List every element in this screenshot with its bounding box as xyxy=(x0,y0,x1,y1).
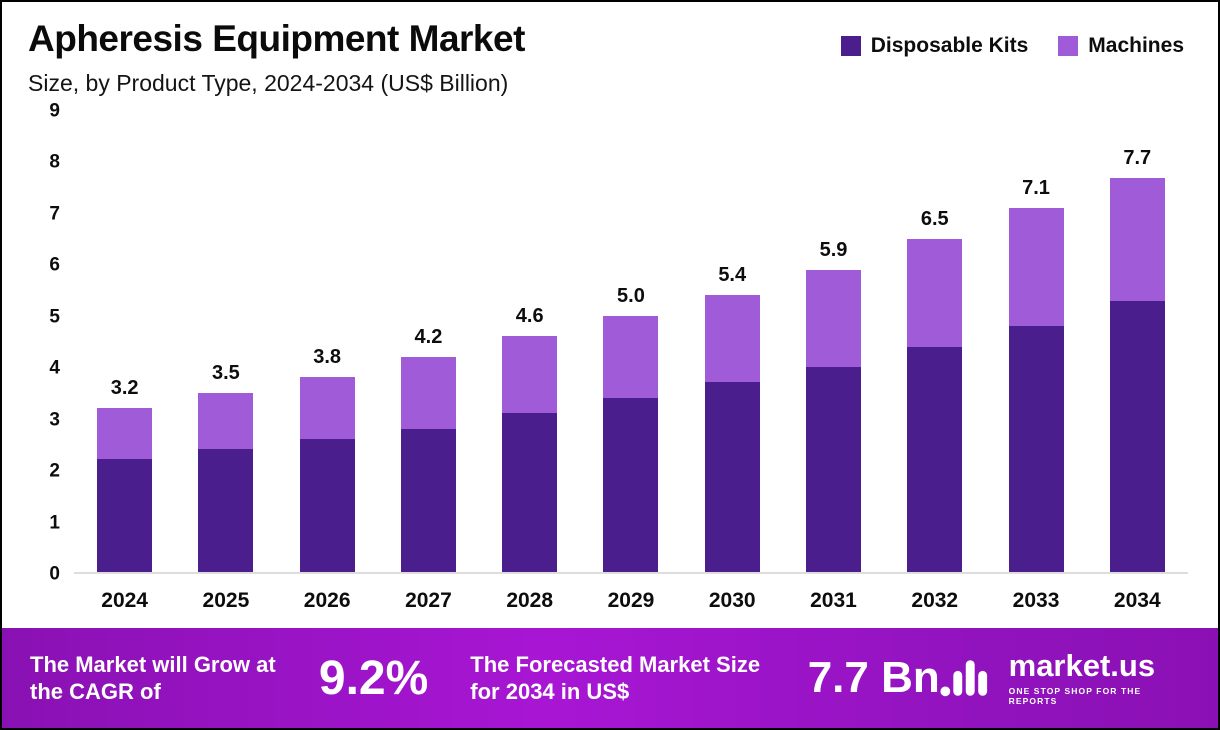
footer-banner: The Market will Grow at the CAGR of 9.2%… xyxy=(2,628,1218,728)
x-axis-label: 2030 xyxy=(708,589,756,612)
legend-swatch-machines xyxy=(1058,36,1079,56)
chart-header: Apheresis Equipment Market Size, by Prod… xyxy=(28,18,1188,97)
brand-block: market.us ONE STOP SHOP FOR THE REPORTS xyxy=(940,650,1190,706)
bar-segment-machines xyxy=(198,392,254,450)
brand-text: market.us ONE STOP SHOP FOR THE REPORTS xyxy=(1009,650,1190,706)
y-axis-label: 5 xyxy=(49,306,60,328)
legend: Disposable Kits Machines xyxy=(840,34,1188,58)
x-axis-label: 2025 xyxy=(202,589,250,612)
y-axis-label: 4 xyxy=(49,357,60,379)
bar-column-2029: 5.0 xyxy=(580,111,681,572)
y-axis-label: 0 xyxy=(49,563,60,585)
x-axis-label: 2026 xyxy=(303,589,351,612)
page-title: Apheresis Equipment Market xyxy=(28,18,525,59)
x-axis: 2024 2025 2026 2027 2028 2029 2030 2031 2032 2033… xyxy=(74,574,1188,628)
bar-segment-machines xyxy=(299,377,355,439)
bar-total-label: 5.9 xyxy=(819,238,848,261)
bar-total-label: 5.4 xyxy=(718,264,747,287)
bar-total-label: 4.2 xyxy=(414,325,443,348)
bar-segment-machines xyxy=(400,356,456,429)
cagr-label: The Market will Grow at the CAGR of xyxy=(30,651,276,705)
title-block: Apheresis Equipment Market Size, by Prod… xyxy=(28,18,525,97)
x-axis-label: 2028 xyxy=(506,589,554,612)
bar-column-2024: 3.2 xyxy=(74,111,175,572)
y-axis-label: 9 xyxy=(49,100,60,122)
bar-column-2033: 7.1 xyxy=(985,111,1086,572)
y-axis-label: 8 xyxy=(49,151,60,173)
bar-segment-disposable-kits xyxy=(400,428,456,572)
bar-column-2026: 3.8 xyxy=(277,111,378,572)
x-axis-label: 2027 xyxy=(405,589,452,612)
bar-column-2031: 5.9 xyxy=(783,111,884,572)
bar-total-label: 7.1 xyxy=(1022,177,1050,200)
bar-column-2027: 4.2 xyxy=(378,111,479,572)
bar-segment-machines xyxy=(805,269,861,368)
y-axis-label: 2 xyxy=(49,460,60,482)
bar-column-2028: 4.6 xyxy=(479,111,580,572)
x-axis-label: 2034 xyxy=(1113,589,1161,612)
bar-total-label: 3.2 xyxy=(110,377,139,400)
bar-segment-machines xyxy=(907,239,963,347)
brand-tagline: ONE STOP SHOP FOR THE REPORTS xyxy=(1008,686,1142,706)
bar-total-label: 7.7 xyxy=(1123,146,1152,169)
bar-total-label: 3.8 xyxy=(313,346,342,369)
chart-section: Apheresis Equipment Market Size, by Prod… xyxy=(2,2,1218,628)
bar-segment-disposable-kits xyxy=(805,367,861,572)
forecast-label: The Forecasted Market Size for 2034 in U… xyxy=(470,651,761,705)
bar-column-2034: 7.7 xyxy=(1087,111,1188,572)
bar-column-2032: 6.5 xyxy=(884,111,985,572)
bar-segment-disposable-kits xyxy=(1109,300,1165,572)
bar-total-label: 5.0 xyxy=(617,284,645,307)
bar-segment-disposable-kits xyxy=(97,459,153,572)
x-axis-label: 2033 xyxy=(1012,589,1060,612)
plot-area: 3.2 3.5 3.8 4.2 4.6 5.0 5.4 5.9 6.5 7.1 7.7 xyxy=(74,111,1188,574)
y-axis-label: 7 xyxy=(49,203,60,225)
y-axis-label: 1 xyxy=(49,512,60,534)
bar-segment-machines xyxy=(603,315,659,398)
bar-segment-machines xyxy=(97,408,153,460)
market-us-logo-icon xyxy=(940,660,987,697)
legend-label-disposable-kits: Disposable Kits xyxy=(870,34,1029,57)
cagr-value: 9.2% xyxy=(318,651,429,705)
chart-subtitle: Size, by Product Type, 2024-2034 (US$ Bi… xyxy=(28,70,509,96)
forecast-value: 7.7 Bn xyxy=(807,653,940,702)
bar-segment-disposable-kits xyxy=(603,397,659,572)
bar-segment-disposable-kits xyxy=(1008,326,1064,572)
legend-item-disposable-kits: Disposable Kits xyxy=(840,34,1029,58)
bar-total-label: 4.6 xyxy=(515,305,544,328)
y-axis-label: 6 xyxy=(49,254,60,276)
bar-segment-machines xyxy=(502,336,558,414)
bar-segment-machines xyxy=(1109,177,1165,301)
bar-total-label: 3.5 xyxy=(211,361,240,384)
bar-column-2025: 3.5 xyxy=(175,111,276,572)
bar-column-2030: 5.4 xyxy=(682,111,783,572)
x-axis-label: 2029 xyxy=(607,589,655,612)
bar-segment-disposable-kits xyxy=(198,449,254,572)
y-axis: 0 1 2 3 4 5 6 7 8 9 xyxy=(28,102,74,584)
bar-total-label: 6.5 xyxy=(920,208,949,231)
bar-segment-disposable-kits xyxy=(907,346,963,572)
bar-segment-disposable-kits xyxy=(704,382,760,572)
bar-segment-machines xyxy=(704,295,760,383)
x-axis-label: 2031 xyxy=(810,589,857,612)
bar-segment-disposable-kits xyxy=(502,413,558,572)
y-axis-label: 3 xyxy=(49,409,60,431)
plot-wrap: 3.2 3.5 3.8 4.2 4.6 5.0 5.4 5.9 6.5 7.1 7.7 2024 20… xyxy=(74,111,1188,628)
stacked-bar-chart: 0 1 2 3 4 5 6 7 8 9 3.2 3.5 3.8 4.2 4.6 5.0 5.4 5.9 6.5 7.… xyxy=(28,102,1188,628)
legend-swatch-disposable-kits xyxy=(840,36,861,56)
bar-segment-machines xyxy=(1008,208,1064,327)
bar-segment-disposable-kits xyxy=(299,438,355,572)
legend-label-machines: Machines xyxy=(1088,34,1184,57)
brand-name: market.us xyxy=(1008,648,1156,683)
legend-item-machines: Machines xyxy=(1058,34,1184,58)
x-axis-label: 2024 xyxy=(101,589,148,612)
x-axis-label: 2032 xyxy=(911,589,959,612)
